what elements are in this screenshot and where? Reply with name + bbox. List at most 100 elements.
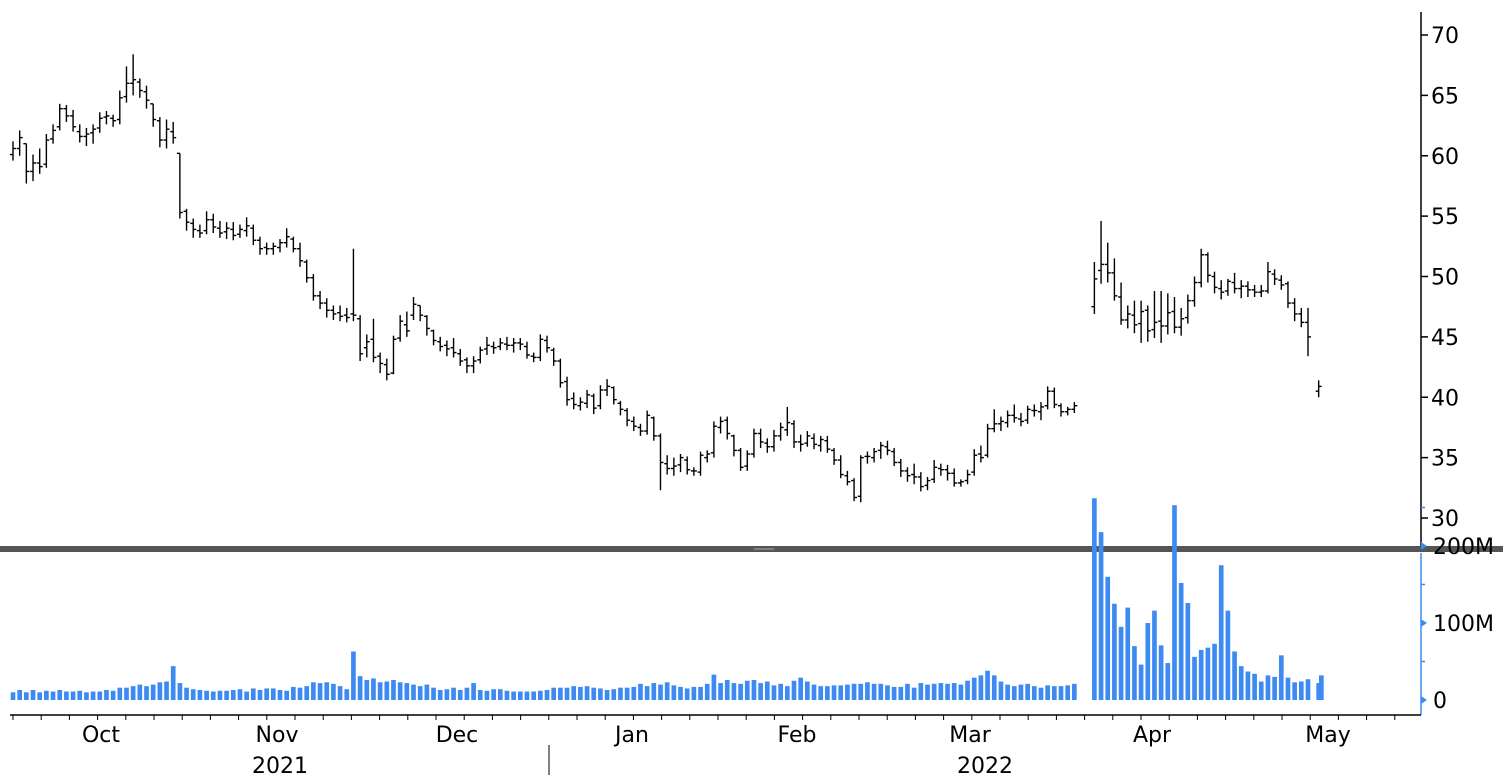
ohlc-bar bbox=[670, 457, 677, 476]
ohlc-bar bbox=[1111, 258, 1118, 301]
volume-bar bbox=[851, 683, 857, 700]
ohlc-bar bbox=[804, 431, 811, 447]
volume-bar bbox=[651, 683, 657, 700]
ohlc-bar bbox=[116, 90, 123, 125]
volume-bar bbox=[1292, 682, 1297, 700]
ohlc-bar bbox=[103, 111, 110, 125]
ohlc-bar bbox=[1204, 252, 1211, 283]
ohlc-bar bbox=[297, 242, 304, 267]
ohlc-bar bbox=[1218, 280, 1225, 300]
ohlc-bar bbox=[604, 379, 611, 397]
volume-bar bbox=[731, 683, 737, 700]
volume-bar bbox=[277, 689, 283, 700]
ohlc-bar bbox=[811, 433, 818, 450]
volume-tick-label: 100M bbox=[1433, 612, 1494, 637]
ohlc-bar bbox=[477, 346, 484, 364]
volume-bar bbox=[1045, 685, 1050, 700]
volume-bar bbox=[564, 687, 570, 700]
volume-bar bbox=[504, 690, 510, 700]
volume-bar bbox=[624, 687, 630, 700]
ohlc-bar bbox=[90, 124, 97, 144]
volume-tick bbox=[1421, 619, 1427, 627]
ohlc-bar bbox=[1004, 410, 1011, 428]
panel-divider[interactable] bbox=[0, 546, 1503, 552]
volume-bar bbox=[64, 691, 69, 700]
ohlc-bar bbox=[897, 458, 904, 477]
ohlc-bar bbox=[417, 304, 424, 322]
ohlc-bar bbox=[530, 352, 537, 363]
ohlc-bar bbox=[937, 463, 944, 476]
ohlc-bar bbox=[277, 239, 284, 253]
ohlc-bar bbox=[724, 416, 731, 440]
volume-bar bbox=[57, 689, 63, 700]
ohlc-bar bbox=[337, 305, 344, 322]
ohlc-bar bbox=[1298, 307, 1305, 328]
volume-bar bbox=[210, 691, 216, 700]
ohlc-bar bbox=[450, 338, 457, 358]
ohlc-bar bbox=[1284, 281, 1291, 308]
volume-bar bbox=[284, 690, 290, 700]
volume-bar bbox=[451, 687, 456, 700]
ohlc-bar bbox=[924, 476, 931, 491]
ohlc-bar bbox=[911, 463, 918, 485]
ohlc-bar bbox=[650, 416, 657, 441]
ohlc-bar bbox=[837, 455, 844, 479]
ohlc-bar bbox=[764, 438, 771, 453]
volume-bar bbox=[618, 687, 623, 700]
price-tick-label: 70 bbox=[1431, 24, 1459, 49]
volume-bar bbox=[704, 683, 710, 700]
ohlc-bar bbox=[1037, 402, 1044, 421]
volume-bar bbox=[878, 683, 884, 700]
volume-bar bbox=[831, 685, 837, 700]
ohlc-bar bbox=[230, 222, 237, 241]
volume-bar bbox=[918, 683, 924, 700]
ohlc-bar bbox=[644, 410, 651, 435]
volume-tick-label: 0 bbox=[1433, 689, 1447, 714]
volume-bar bbox=[264, 688, 269, 700]
volume-bar bbox=[17, 689, 23, 700]
ohlc-bar bbox=[210, 213, 217, 234]
ohlc-bar bbox=[957, 479, 964, 487]
ohlc-bar bbox=[176, 152, 183, 219]
ohlc-bar bbox=[657, 433, 664, 491]
ohlc-bar bbox=[163, 119, 170, 149]
volume-bar bbox=[424, 684, 430, 700]
volume-bar bbox=[24, 692, 29, 700]
ohlc-bar bbox=[1315, 380, 1322, 398]
ohlc-bar bbox=[1071, 402, 1078, 413]
ohlc-bar bbox=[1011, 404, 1018, 423]
x-month-label: Dec bbox=[436, 723, 479, 748]
ohlc-bar bbox=[457, 348, 464, 366]
volume-bar bbox=[344, 689, 350, 700]
ohlc-bar bbox=[770, 429, 777, 452]
ohlc-bar bbox=[790, 420, 797, 448]
volume-bar bbox=[604, 689, 610, 700]
ohlc-bar bbox=[750, 428, 757, 458]
ohlc-bar bbox=[143, 85, 150, 109]
volume-bar bbox=[1205, 647, 1211, 700]
volume-bar bbox=[10, 692, 16, 700]
volume-bar bbox=[805, 681, 810, 700]
ohlc-bar bbox=[390, 335, 397, 375]
x-month-label: Apr bbox=[1133, 723, 1172, 748]
volume-bar bbox=[771, 685, 777, 700]
x-year-label: 2022 bbox=[957, 754, 1013, 777]
ohlc-bar bbox=[664, 455, 671, 475]
volume-bar bbox=[1278, 655, 1284, 700]
volume-bar bbox=[197, 689, 203, 700]
volume-bar bbox=[44, 690, 49, 700]
volume-tick-label: 200M bbox=[1433, 535, 1494, 560]
volume-bar bbox=[50, 691, 56, 700]
volume-bar bbox=[978, 675, 984, 700]
ohlc-bar bbox=[777, 422, 784, 441]
price-tick-label: 60 bbox=[1431, 145, 1459, 170]
ohlc-bar bbox=[397, 315, 404, 342]
volume-bar bbox=[925, 684, 930, 700]
ohlc-bar bbox=[483, 336, 490, 355]
volume-bar bbox=[698, 686, 703, 700]
volume-bar bbox=[150, 684, 156, 700]
volume-bar bbox=[1118, 626, 1124, 700]
volume-bar bbox=[190, 689, 196, 700]
volume-bar bbox=[631, 686, 637, 700]
